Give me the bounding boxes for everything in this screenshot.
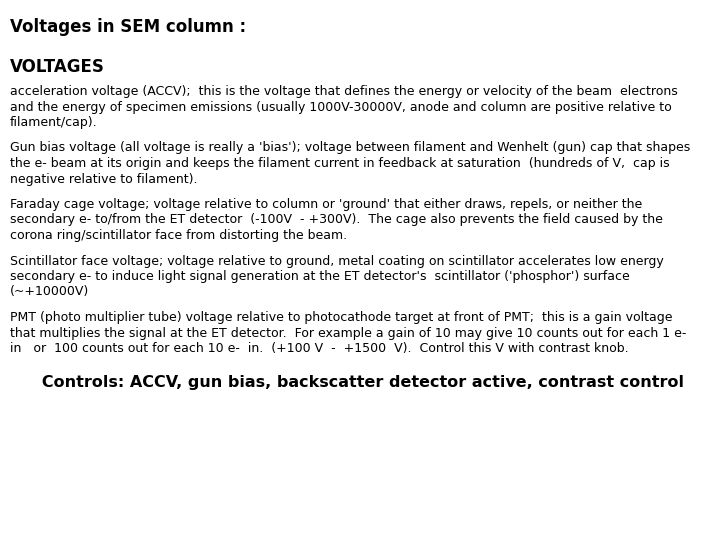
Text: secondary e- to/from the ET detector  (-100V  - +300V).  The cage also prevents : secondary e- to/from the ET detector (-1… xyxy=(10,213,663,226)
Text: secondary e- to induce light signal generation at the ET detector's  scintillato: secondary e- to induce light signal gene… xyxy=(10,270,630,283)
Text: acceleration voltage (ACCV);  this is the voltage that defines the energy or vel: acceleration voltage (ACCV); this is the… xyxy=(10,85,678,98)
Text: Voltages in SEM column :: Voltages in SEM column : xyxy=(10,18,246,36)
Text: Scintillator face voltage; voltage relative to ground, metal coating on scintill: Scintillator face voltage; voltage relat… xyxy=(10,254,664,267)
Text: negative relative to filament).: negative relative to filament). xyxy=(10,172,197,186)
Text: the e- beam at its origin and keeps the filament current in feedback at saturati: the e- beam at its origin and keeps the … xyxy=(10,157,670,170)
Text: corona ring/scintillator face from distorting the beam.: corona ring/scintillator face from disto… xyxy=(10,229,347,242)
Text: PMT (photo multiplier tube) voltage relative to photocathode target at front of : PMT (photo multiplier tube) voltage rela… xyxy=(10,311,672,324)
Text: filament/cap).: filament/cap). xyxy=(10,116,98,129)
Text: in   or  100 counts out for each 10 e-  in.  (+100 V  -  +1500  V).  Control thi: in or 100 counts out for each 10 e- in. … xyxy=(10,342,629,355)
Text: and the energy of specimen emissions (usually 1000V-30000V, anode and column are: and the energy of specimen emissions (us… xyxy=(10,100,672,113)
Text: Gun bias voltage (all voltage is really a 'bias'); voltage between filament and : Gun bias voltage (all voltage is really … xyxy=(10,141,690,154)
Text: VOLTAGES: VOLTAGES xyxy=(10,58,105,76)
Text: Faraday cage voltage; voltage relative to column or 'ground' that either draws, : Faraday cage voltage; voltage relative t… xyxy=(10,198,642,211)
Text: (~+10000V): (~+10000V) xyxy=(10,286,89,299)
Text: Controls: ACCV, gun bias, backscatter detector active, contrast control: Controls: ACCV, gun bias, backscatter de… xyxy=(25,375,684,390)
Text: that multiplies the signal at the ET detector.  For example a gain of 10 may giv: that multiplies the signal at the ET det… xyxy=(10,327,686,340)
